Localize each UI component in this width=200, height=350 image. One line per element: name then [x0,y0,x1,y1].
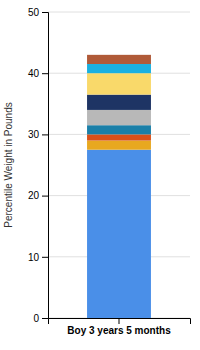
bar-segment [87,150,151,318]
y-tick-label: 20 [28,190,40,201]
bar-segment [87,64,151,73]
grid [48,12,190,318]
y-tick: 10 [28,252,48,263]
x-tick: Boy 3 years 5 months [67,318,171,336]
x-tick-label: Boy 3 years 5 months [67,325,171,336]
y-tick-mark [42,134,48,135]
x-tick-mark [119,318,120,324]
bar-segment [87,95,151,110]
y-tick-mark [42,196,48,197]
y-tick-label: 40 [28,68,40,79]
chart: 0 10 20 30 40 50 Boy 3 years 5 months Percentil… [0,0,200,350]
y-tick: 40 [28,68,48,79]
bars [87,55,151,318]
y-tick-mark [42,12,48,13]
y-tick-mark [42,257,48,258]
y-axis-line [42,13,49,319]
x-axis-line [49,319,191,325]
y-axis-title: Percentile Weight in Pounds [3,102,14,227]
bar-segment [87,110,151,125]
y-tick: 0 [33,313,48,324]
grid-line [48,12,190,13]
bar-segment [87,73,151,94]
bar-segment [87,55,151,64]
bar-segment [87,141,151,150]
x-axis: Boy 3 years 5 months [49,318,191,336]
y-tick-label: 30 [28,129,40,140]
y-tick-label: 50 [28,7,40,18]
y-tick-label: 10 [28,252,40,263]
y-tick-mark [42,318,48,319]
y-tick: 30 [28,129,48,140]
bar-segment [87,125,151,134]
y-axis: 0 10 20 30 40 50 [28,7,49,324]
plot: 0 10 20 30 40 50 Boy 3 years 5 months [28,7,191,336]
y-tick: 50 [28,7,48,18]
bar-segment [87,134,151,140]
y-tick: 20 [28,190,48,201]
y-tick-label: 0 [33,313,39,324]
y-tick-mark [42,73,48,74]
